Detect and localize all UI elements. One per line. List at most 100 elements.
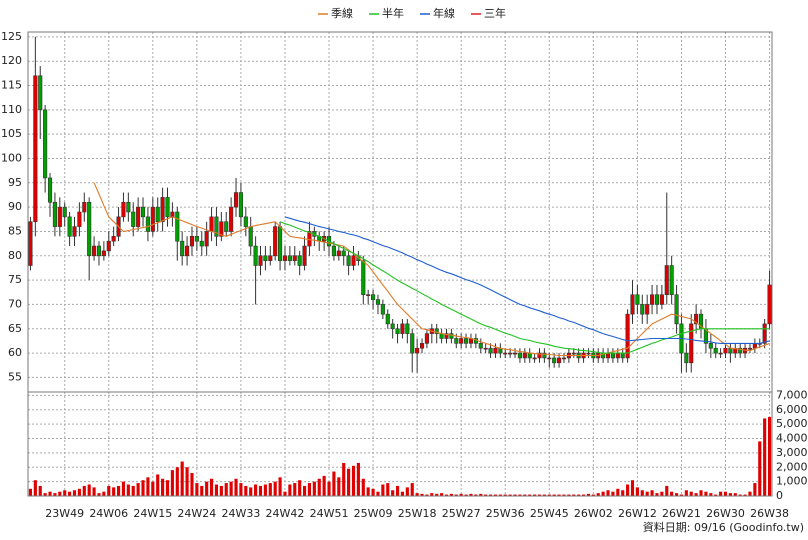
volume-bar xyxy=(151,481,155,496)
x-tick-label: 24W33 xyxy=(221,507,260,520)
candle-body xyxy=(302,245,307,266)
marks xyxy=(28,36,772,496)
x-tick-label: 25W36 xyxy=(486,507,525,520)
volume-bar xyxy=(165,480,170,496)
candle-body xyxy=(233,192,239,208)
volume-bar xyxy=(126,484,130,496)
volume-bar xyxy=(332,471,336,496)
candle-body xyxy=(689,323,694,364)
candle-body xyxy=(96,245,102,257)
candle-body xyxy=(28,221,33,266)
candle-body xyxy=(410,333,415,354)
candle-body xyxy=(366,294,371,297)
volume-bar xyxy=(552,494,556,496)
candle-body xyxy=(224,221,229,232)
candle-body xyxy=(635,294,640,305)
candle-body xyxy=(728,347,733,354)
candle-body xyxy=(615,352,620,359)
volume-bar xyxy=(351,465,356,496)
candle-body xyxy=(512,352,518,355)
candle-body xyxy=(209,216,214,232)
volume-bar xyxy=(699,490,703,496)
volume-bar xyxy=(459,493,463,496)
volume-bar xyxy=(714,494,718,496)
volume-bar xyxy=(312,481,316,496)
y2-tick-label: 0 xyxy=(776,489,783,502)
candle-body xyxy=(415,347,420,354)
candle-body xyxy=(640,304,645,315)
legend-label: 季線 xyxy=(331,6,353,20)
candle-body xyxy=(238,192,243,218)
volume-bar xyxy=(444,494,449,496)
candle-body xyxy=(708,343,713,349)
volume-bar xyxy=(733,493,737,496)
x-tick-label: 26W12 xyxy=(618,507,657,520)
candle-body xyxy=(527,352,532,359)
volume-bar xyxy=(430,493,434,496)
volume-bar xyxy=(107,485,111,496)
volume-bar xyxy=(386,483,390,496)
y-tick-label: 80 xyxy=(8,249,22,262)
volume-bar xyxy=(322,475,326,496)
y-tick-label: 90 xyxy=(8,200,22,213)
candle-body xyxy=(552,357,557,364)
volume-bar xyxy=(665,485,669,496)
candle-body xyxy=(297,255,302,266)
volume-bar xyxy=(219,485,223,496)
volume-bar xyxy=(719,491,723,496)
volume-bar xyxy=(454,494,458,496)
volume-bar xyxy=(195,483,199,496)
candle-body xyxy=(503,352,508,355)
candle-body xyxy=(517,352,522,359)
volume-bar xyxy=(141,480,145,496)
candle-body xyxy=(282,255,288,261)
y-tick-label: 55 xyxy=(8,370,22,383)
candle-body xyxy=(674,294,679,325)
candle-body xyxy=(664,265,669,296)
x-tick-label: 26W02 xyxy=(574,507,613,520)
volume-bar xyxy=(102,491,106,496)
volume-bar xyxy=(278,477,282,496)
x-tick-label: 23W49 xyxy=(45,507,84,520)
candle-body xyxy=(650,294,655,305)
volume-bar xyxy=(214,484,219,496)
ma-line xyxy=(284,216,770,344)
y2-tick-label: 5,000 xyxy=(776,417,808,430)
x-tick-label: 24W06 xyxy=(89,507,128,520)
volume-bar xyxy=(156,474,160,496)
volume-bar xyxy=(263,484,267,496)
candle-body xyxy=(630,294,635,315)
volume-bar xyxy=(723,491,728,496)
volume-bar xyxy=(342,462,346,496)
candle-body xyxy=(561,357,567,360)
candle-body xyxy=(307,231,312,247)
candle-body xyxy=(767,284,772,325)
candle-body xyxy=(101,250,106,257)
candle-body xyxy=(341,250,346,257)
legend-label: 半年 xyxy=(382,6,404,20)
candle-body xyxy=(694,313,699,325)
candle-body xyxy=(160,197,165,223)
volume-bar xyxy=(200,485,204,496)
candle-body xyxy=(170,211,175,218)
candle-body xyxy=(762,323,767,344)
y2-tick-label: 6,000 xyxy=(776,403,808,416)
candle-body xyxy=(47,177,53,203)
volume-bar xyxy=(283,491,287,496)
volume-bar xyxy=(298,480,302,496)
volume-bar xyxy=(92,487,96,496)
candle-body xyxy=(33,75,38,223)
volume-bar xyxy=(518,494,522,496)
candle-body xyxy=(454,338,459,344)
legend-label: 年線 xyxy=(433,6,455,20)
volume-bar xyxy=(581,494,586,496)
candle-body xyxy=(493,347,498,354)
volume-bar xyxy=(557,494,561,496)
volume-bar xyxy=(273,481,277,496)
volume-bar xyxy=(503,494,507,496)
candle-body xyxy=(165,197,170,218)
candle-body xyxy=(331,245,336,257)
candle-body xyxy=(571,352,576,355)
volume-bar xyxy=(33,480,37,496)
volume-bar xyxy=(337,477,341,496)
